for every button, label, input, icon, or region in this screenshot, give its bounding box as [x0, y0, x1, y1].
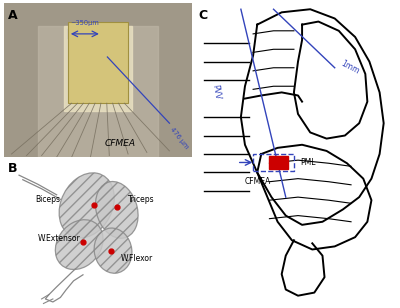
Text: Biceps: Biceps: [35, 195, 60, 204]
Polygon shape: [68, 22, 128, 103]
Text: C: C: [198, 9, 207, 22]
Bar: [64, 26, 132, 111]
Text: A: A: [8, 9, 17, 22]
Ellipse shape: [55, 220, 103, 270]
Bar: [38, 26, 158, 157]
Text: W.Extensor: W.Extensor: [38, 234, 80, 243]
Text: Triceps: Triceps: [128, 195, 155, 204]
Text: W.Flexor: W.Flexor: [120, 254, 153, 263]
Text: ~350μm: ~350μm: [70, 20, 99, 26]
Ellipse shape: [94, 228, 132, 273]
Text: 1mm: 1mm: [339, 59, 360, 76]
Text: B: B: [8, 162, 17, 175]
Text: PVV: PVV: [211, 84, 222, 101]
Text: CFMEA: CFMEA: [105, 139, 136, 148]
Text: 476 μm: 476 μm: [170, 126, 190, 150]
Bar: [270, 156, 288, 169]
Text: PML: PML: [300, 158, 316, 167]
Ellipse shape: [59, 173, 114, 238]
Text: CFMEA: CFMEA: [245, 177, 271, 186]
Ellipse shape: [96, 181, 138, 238]
Bar: [253, 154, 294, 171]
